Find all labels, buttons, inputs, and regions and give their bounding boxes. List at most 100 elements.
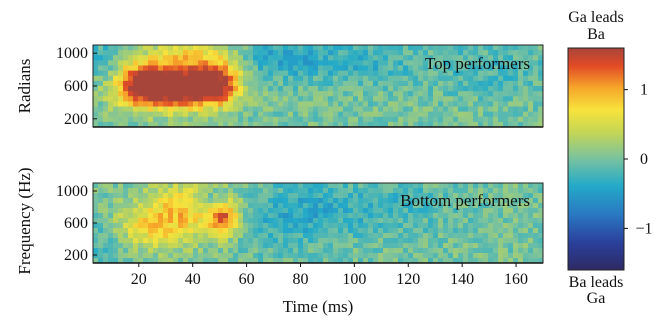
heatmap-cell <box>368 50 374 56</box>
heatmap-cell <box>163 50 169 56</box>
heatmap-cell <box>313 218 319 224</box>
heatmap-cell <box>338 183 344 189</box>
heatmap-cell <box>203 208 209 214</box>
heatmap-cell <box>248 253 254 259</box>
heatmap-cell <box>338 253 344 259</box>
heatmap-cell <box>108 91 114 97</box>
heatmap-cell <box>383 218 389 224</box>
heatmap-cell <box>458 233 464 239</box>
heatmap-cell <box>103 45 109 51</box>
heatmap-cell <box>333 203 339 209</box>
heatmap-cell <box>418 203 424 209</box>
heatmap-cell <box>303 111 309 118</box>
heatmap-cell <box>103 91 109 97</box>
heatmap-cell <box>448 106 454 113</box>
heatmap-cell <box>303 238 309 244</box>
heatmap-cell <box>353 96 359 102</box>
heatmap-cell <box>228 198 234 204</box>
heatmap-cell <box>343 96 349 102</box>
heatmap-cell <box>183 75 189 82</box>
heatmap-cell <box>228 111 234 118</box>
heatmap-cell <box>98 248 104 254</box>
heatmap-cell <box>453 86 459 92</box>
heatmap-cell <box>328 91 334 97</box>
heatmap-cell <box>98 223 104 229</box>
heatmap-cell <box>238 248 244 254</box>
heatmap-cell <box>103 65 109 72</box>
heatmap-cell <box>448 96 454 102</box>
heatmap-cell <box>408 188 414 194</box>
heatmap-cell <box>208 86 214 92</box>
heatmap-cell <box>433 258 439 264</box>
heatmap-cell <box>533 183 539 189</box>
heatmap-cell <box>523 183 529 189</box>
heatmap-cell <box>428 243 434 249</box>
heatmap-cell <box>178 213 184 219</box>
heatmap-cell <box>288 238 294 244</box>
heatmap-cell <box>433 218 439 224</box>
heatmap-cell <box>253 258 259 264</box>
heatmap-cell <box>423 70 429 77</box>
heatmap-cell <box>348 75 354 82</box>
heatmap-cell <box>383 111 389 118</box>
heatmap-cell <box>338 228 344 234</box>
heatmap-cell <box>333 70 339 77</box>
heatmap-cell <box>123 60 129 66</box>
heatmap-cell <box>308 188 314 194</box>
heatmap-cell <box>313 213 319 219</box>
heatmap-cell <box>253 188 259 194</box>
heatmap-cell <box>218 198 224 204</box>
heatmap-cell <box>443 55 449 61</box>
heatmap-cell <box>263 106 269 113</box>
heatmap-cell <box>183 193 189 199</box>
heatmap-cell <box>103 80 109 87</box>
heatmap-cell <box>433 96 439 102</box>
heatmap-cell <box>453 228 459 234</box>
heatmap-cell <box>208 80 214 87</box>
heatmap-cell <box>488 233 494 239</box>
heatmap-cell <box>158 228 164 234</box>
heatmap-cell <box>478 116 484 123</box>
heatmap-cell <box>488 213 494 219</box>
heatmap-cell <box>368 243 374 249</box>
heatmap-cell <box>253 60 259 66</box>
heatmap-cell <box>313 248 319 254</box>
heatmap-cell <box>428 50 434 56</box>
heatmap-cell <box>498 116 504 123</box>
heatmap-cell <box>413 45 419 51</box>
heatmap-cell <box>443 188 449 194</box>
heatmap-cell <box>493 91 499 97</box>
heatmap-cell <box>263 228 269 234</box>
heatmap-cell <box>128 111 134 118</box>
heatmap-cell <box>493 218 499 224</box>
heatmap-cell <box>368 188 374 194</box>
heatmap-cell <box>268 116 274 123</box>
heatmap-cell <box>423 106 429 113</box>
heatmap-cell <box>263 253 269 259</box>
heatmap-cell <box>388 223 394 229</box>
heatmap-cell <box>513 55 519 61</box>
heatmap-cell <box>538 50 544 56</box>
heatmap-cell <box>198 223 204 229</box>
heatmap-cell <box>358 116 364 123</box>
heatmap-cell <box>408 198 414 204</box>
heatmap-cell <box>538 193 544 199</box>
heatmap-cell <box>463 101 469 107</box>
heatmap-cell <box>433 55 439 61</box>
heatmap-cell <box>333 198 339 204</box>
heatmap-cell <box>248 60 254 66</box>
colorbar-ticks: 10−1 <box>624 82 653 237</box>
heatmap-cell <box>448 50 454 56</box>
heatmap-cell <box>463 50 469 56</box>
heatmap-cell <box>138 243 144 249</box>
heatmap-cell <box>433 248 439 254</box>
heatmap-cell <box>218 121 224 128</box>
heatmap-cell <box>463 243 469 249</box>
heatmap-cell <box>118 45 124 51</box>
heatmap-cell <box>423 86 429 92</box>
heatmap-cell <box>473 65 479 72</box>
heatmap-cell <box>93 228 99 234</box>
heatmap-cell <box>508 60 514 66</box>
heatmap-cell <box>278 121 284 128</box>
heatmap-cell <box>498 238 504 244</box>
